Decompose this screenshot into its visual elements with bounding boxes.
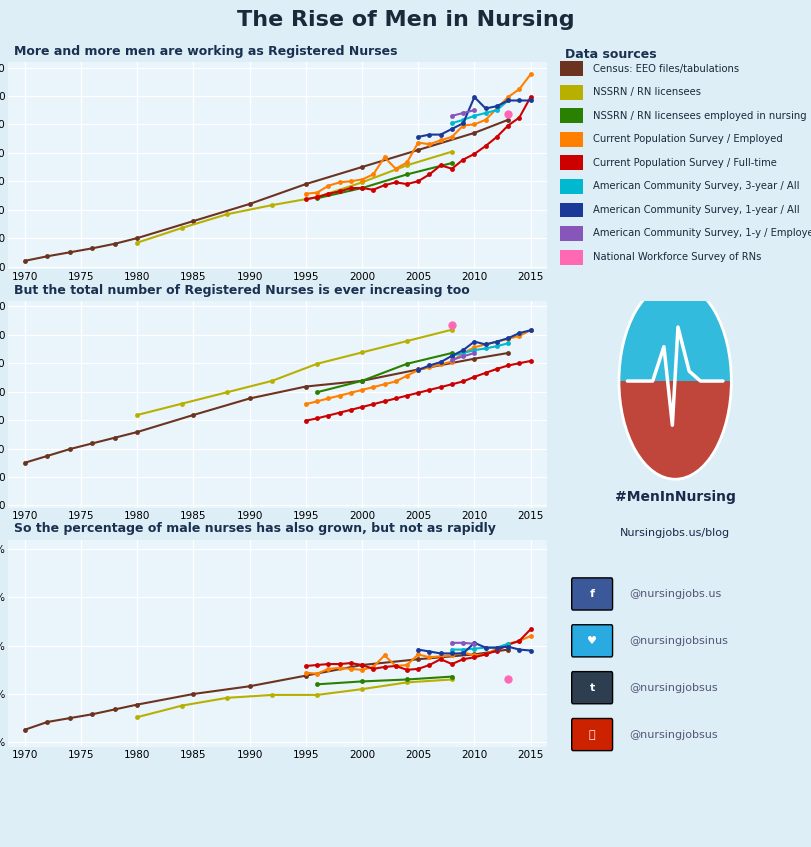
Bar [560,202,583,218]
FancyBboxPatch shape [572,578,612,610]
Text: Current Population Survey / Employed: Current Population Survey / Employed [594,134,783,144]
Text: More and more men are working as Registered Nurses: More and more men are working as Registe… [14,45,397,58]
Text: @nursingjobsinus: @nursingjobsinus [629,636,728,645]
Text: So the percentage of male nurses has also grown, but not as rapidly: So the percentage of male nurses has als… [14,523,496,535]
Bar [560,61,583,76]
Text: NSSRN / RN licensees employed in nursing: NSSRN / RN licensees employed in nursing [594,111,807,120]
FancyBboxPatch shape [572,625,612,657]
Wedge shape [619,381,732,479]
Text: But the total number of Registered Nurses is ever increasing too: But the total number of Registered Nurse… [14,284,470,296]
Text: ♥: ♥ [587,636,597,645]
Text: @nursingjobsus: @nursingjobsus [629,729,718,739]
Text: f: f [590,589,594,599]
Bar [560,132,583,147]
Bar [560,226,583,241]
Text: #MenInNursing: #MenInNursing [615,490,736,504]
Text: NSSRN / RN licensees: NSSRN / RN licensees [594,87,702,97]
Text: American Community Survey, 1-y / Employed: American Community Survey, 1-y / Employe… [594,229,811,239]
Text: National Workforce Survey of RNs: National Workforce Survey of RNs [594,252,762,262]
Bar [560,250,583,264]
Text: Nursingjobs.us/blog: Nursingjobs.us/blog [620,528,730,538]
Text: American Community Survey, 1-year / All: American Community Survey, 1-year / All [594,205,800,215]
Text: Census: EEO files/tabulations: Census: EEO files/tabulations [594,64,740,74]
FancyBboxPatch shape [572,672,612,704]
Text: Ⓟ: Ⓟ [589,729,595,739]
Text: Data sources: Data sources [565,47,657,60]
Text: Current Population Survey / Full-time: Current Population Survey / Full-time [594,158,777,168]
FancyBboxPatch shape [572,718,612,750]
Text: t: t [590,683,594,693]
Bar [560,108,583,123]
Bar [560,179,583,194]
Bar [560,156,583,170]
Text: @nursingjobs.us: @nursingjobs.us [629,589,722,599]
Text: American Community Survey, 3-year / All: American Community Survey, 3-year / All [594,181,800,191]
Text: @nursingjobsus: @nursingjobsus [629,683,718,693]
Circle shape [619,283,732,479]
Text: The Rise of Men in Nursing: The Rise of Men in Nursing [237,10,574,30]
Bar [560,85,583,100]
